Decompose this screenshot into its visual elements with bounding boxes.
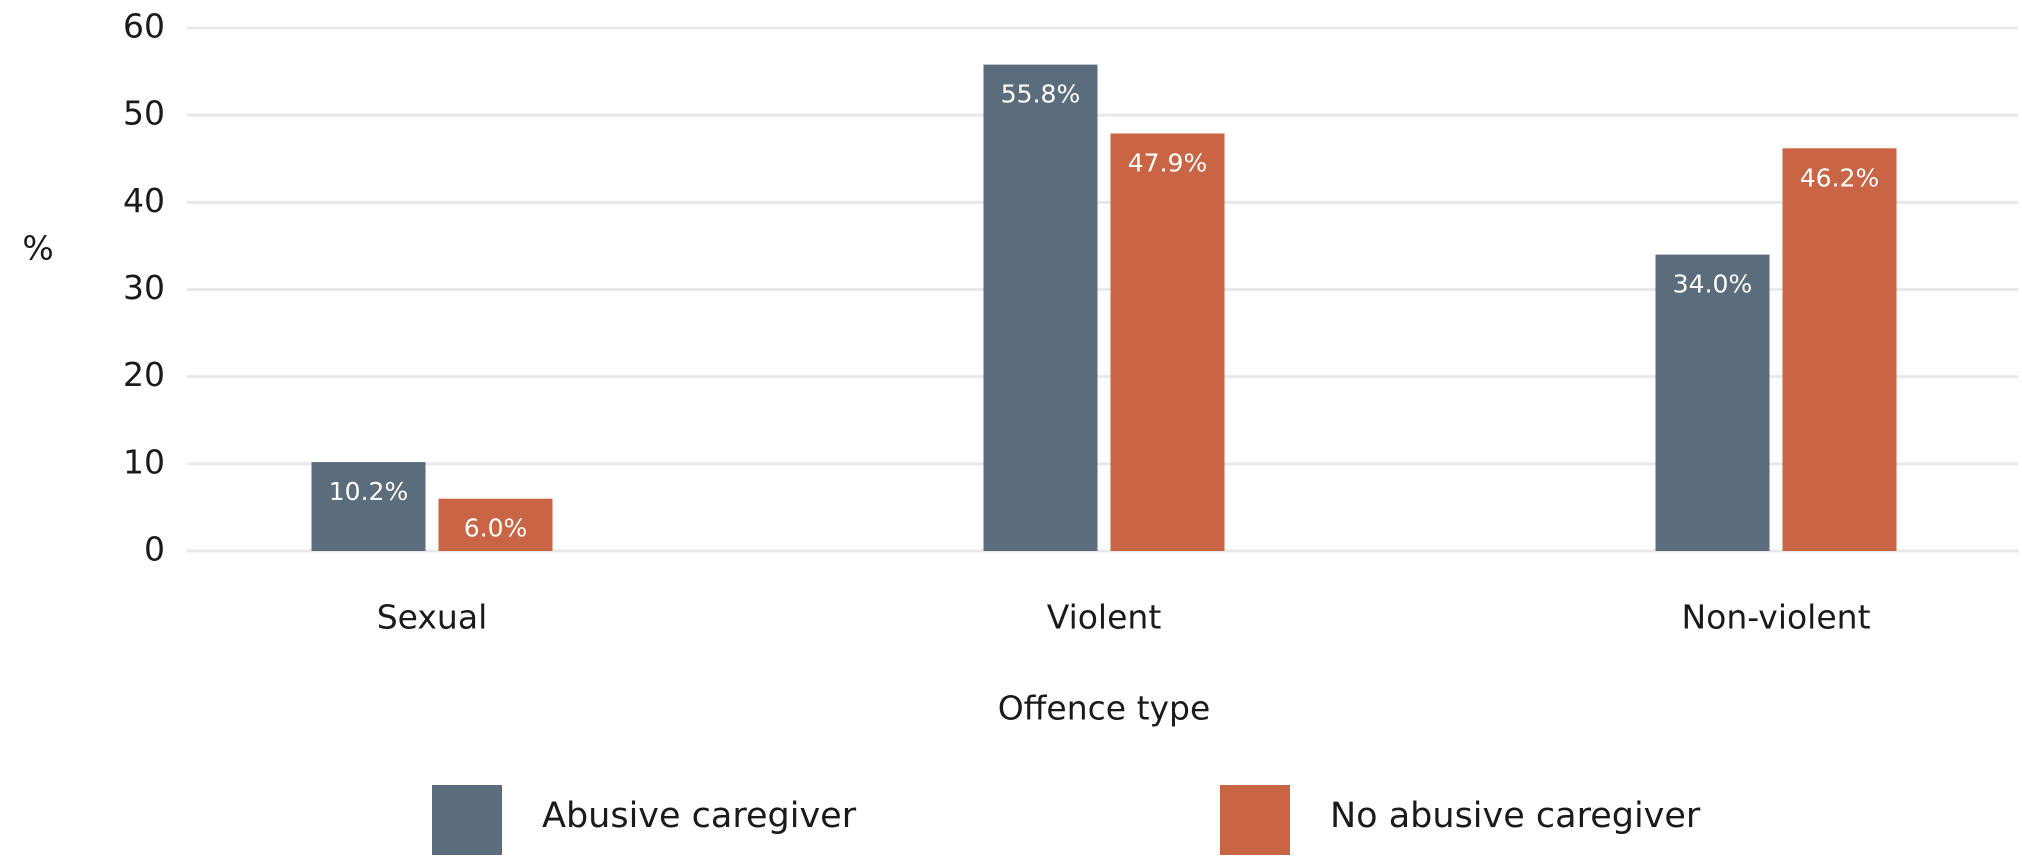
bar xyxy=(1655,254,1770,551)
x-tick-label: Non-violent xyxy=(1681,598,1870,637)
bar xyxy=(983,64,1098,552)
y-tick-label: 10 xyxy=(123,442,165,481)
legend-swatch xyxy=(1220,785,1290,855)
legend-swatch xyxy=(432,785,502,855)
legend-label: No abusive caregiver xyxy=(1330,796,1701,836)
y-tick-label: 50 xyxy=(123,94,165,133)
value-label: 55.8% xyxy=(1001,80,1080,109)
y-tick-label: 40 xyxy=(123,181,165,220)
value-label: 6.0% xyxy=(464,514,528,543)
y-tick-label: 30 xyxy=(123,268,165,307)
x-axis-title: Offence type xyxy=(998,689,1211,728)
bar xyxy=(1110,133,1225,551)
value-label: 34.0% xyxy=(1673,270,1752,299)
bar xyxy=(1782,148,1897,552)
value-label: 10.2% xyxy=(329,477,408,506)
x-tick-label: Violent xyxy=(1047,598,1162,637)
value-label: 47.9% xyxy=(1128,148,1207,177)
y-tick-label: 0 xyxy=(144,530,165,569)
y-tick-label: 20 xyxy=(123,355,165,394)
bar xyxy=(438,498,553,551)
y-tick-label: 60 xyxy=(123,7,165,46)
x-tick-label: Sexual xyxy=(377,598,488,637)
y-axis-title: % xyxy=(22,229,53,268)
bar xyxy=(311,462,426,551)
legend-label: Abusive caregiver xyxy=(542,796,857,836)
value-label: 46.2% xyxy=(1800,163,1879,192)
